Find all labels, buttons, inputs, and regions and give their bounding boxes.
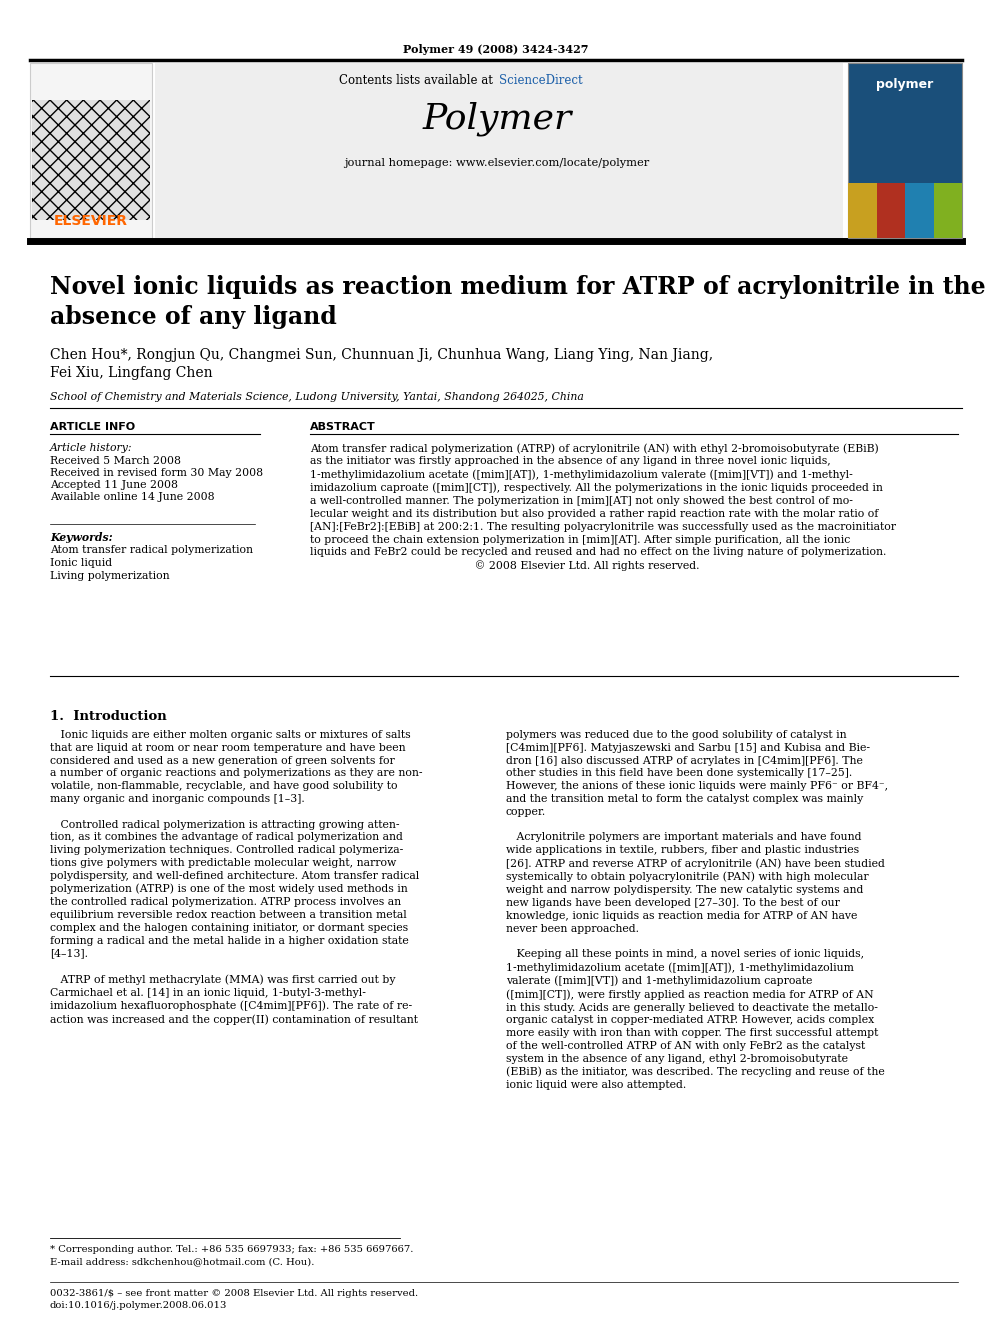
Text: Received in revised form 30 May 2008: Received in revised form 30 May 2008: [50, 468, 263, 478]
Text: ScienceDirect: ScienceDirect: [499, 74, 582, 87]
Text: * Corresponding author. Tel.: +86 535 6697933; fax: +86 535 6697667.: * Corresponding author. Tel.: +86 535 66…: [50, 1245, 414, 1254]
Text: Atom transfer radical polymerization (ATRP) of acrylonitrile (AN) with ethyl 2-b: Atom transfer radical polymerization (AT…: [310, 443, 896, 572]
Text: polymer: polymer: [876, 78, 933, 91]
Text: Keywords:: Keywords:: [50, 532, 113, 542]
Text: Polymer 49 (2008) 3424-3427: Polymer 49 (2008) 3424-3427: [404, 44, 588, 56]
Text: Contents lists available at: Contents lists available at: [339, 74, 497, 87]
Bar: [905, 183, 933, 238]
Bar: [877, 183, 905, 238]
Text: Accepted 11 June 2008: Accepted 11 June 2008: [50, 480, 178, 490]
Text: Available online 14 June 2008: Available online 14 June 2008: [50, 492, 214, 501]
Text: absence of any ligand: absence of any ligand: [50, 306, 336, 329]
Bar: [933, 183, 962, 238]
Text: Received 5 March 2008: Received 5 March 2008: [50, 456, 181, 466]
Text: Chen Hou*, Rongjun Qu, Changmei Sun, Chunnuan Ji, Chunhua Wang, Liang Ying, Nan : Chen Hou*, Rongjun Qu, Changmei Sun, Chu…: [50, 348, 713, 363]
Text: Ionic liquids are either molten organic salts or mixtures of salts
that are liqu: Ionic liquids are either molten organic …: [50, 730, 423, 1024]
Text: 0032-3861/$ – see front matter © 2008 Elsevier Ltd. All rights reserved.: 0032-3861/$ – see front matter © 2008 El…: [50, 1289, 418, 1298]
Text: Novel ionic liquids as reaction medium for ATRP of acrylonitrile in the: Novel ionic liquids as reaction medium f…: [50, 275, 986, 299]
Text: ARTICLE INFO: ARTICLE INFO: [50, 422, 135, 433]
Bar: [155, 64, 843, 238]
Bar: [30, 64, 152, 238]
Text: 1.  Introduction: 1. Introduction: [50, 710, 167, 722]
Bar: [32, 101, 150, 220]
Text: School of Chemistry and Materials Science, Ludong University, Yantai, Shandong 2: School of Chemistry and Materials Scienc…: [50, 392, 584, 402]
Bar: [848, 183, 877, 238]
Text: ELSEVIER: ELSEVIER: [54, 214, 128, 228]
Text: ABSTRACT: ABSTRACT: [310, 422, 376, 433]
Text: Polymer: Polymer: [423, 102, 571, 136]
Text: Fei Xiu, Lingfang Chen: Fei Xiu, Lingfang Chen: [50, 366, 212, 380]
Text: Ionic liquid: Ionic liquid: [50, 558, 112, 568]
Text: Article history:: Article history:: [50, 443, 133, 452]
Text: polymers was reduced due to the good solubility of catalyst in
[C4mim][PF6]. Mat: polymers was reduced due to the good sol…: [506, 730, 888, 1090]
Bar: [848, 64, 962, 238]
Text: doi:10.1016/j.polymer.2008.06.013: doi:10.1016/j.polymer.2008.06.013: [50, 1301, 227, 1310]
Text: Atom transfer radical polymerization: Atom transfer radical polymerization: [50, 545, 253, 556]
Text: E-mail address: sdkchenhou@hotmail.com (C. Hou).: E-mail address: sdkchenhou@hotmail.com (…: [50, 1257, 314, 1266]
Text: journal homepage: www.elsevier.com/locate/polymer: journal homepage: www.elsevier.com/locat…: [344, 157, 650, 168]
Text: Living polymerization: Living polymerization: [50, 572, 170, 581]
